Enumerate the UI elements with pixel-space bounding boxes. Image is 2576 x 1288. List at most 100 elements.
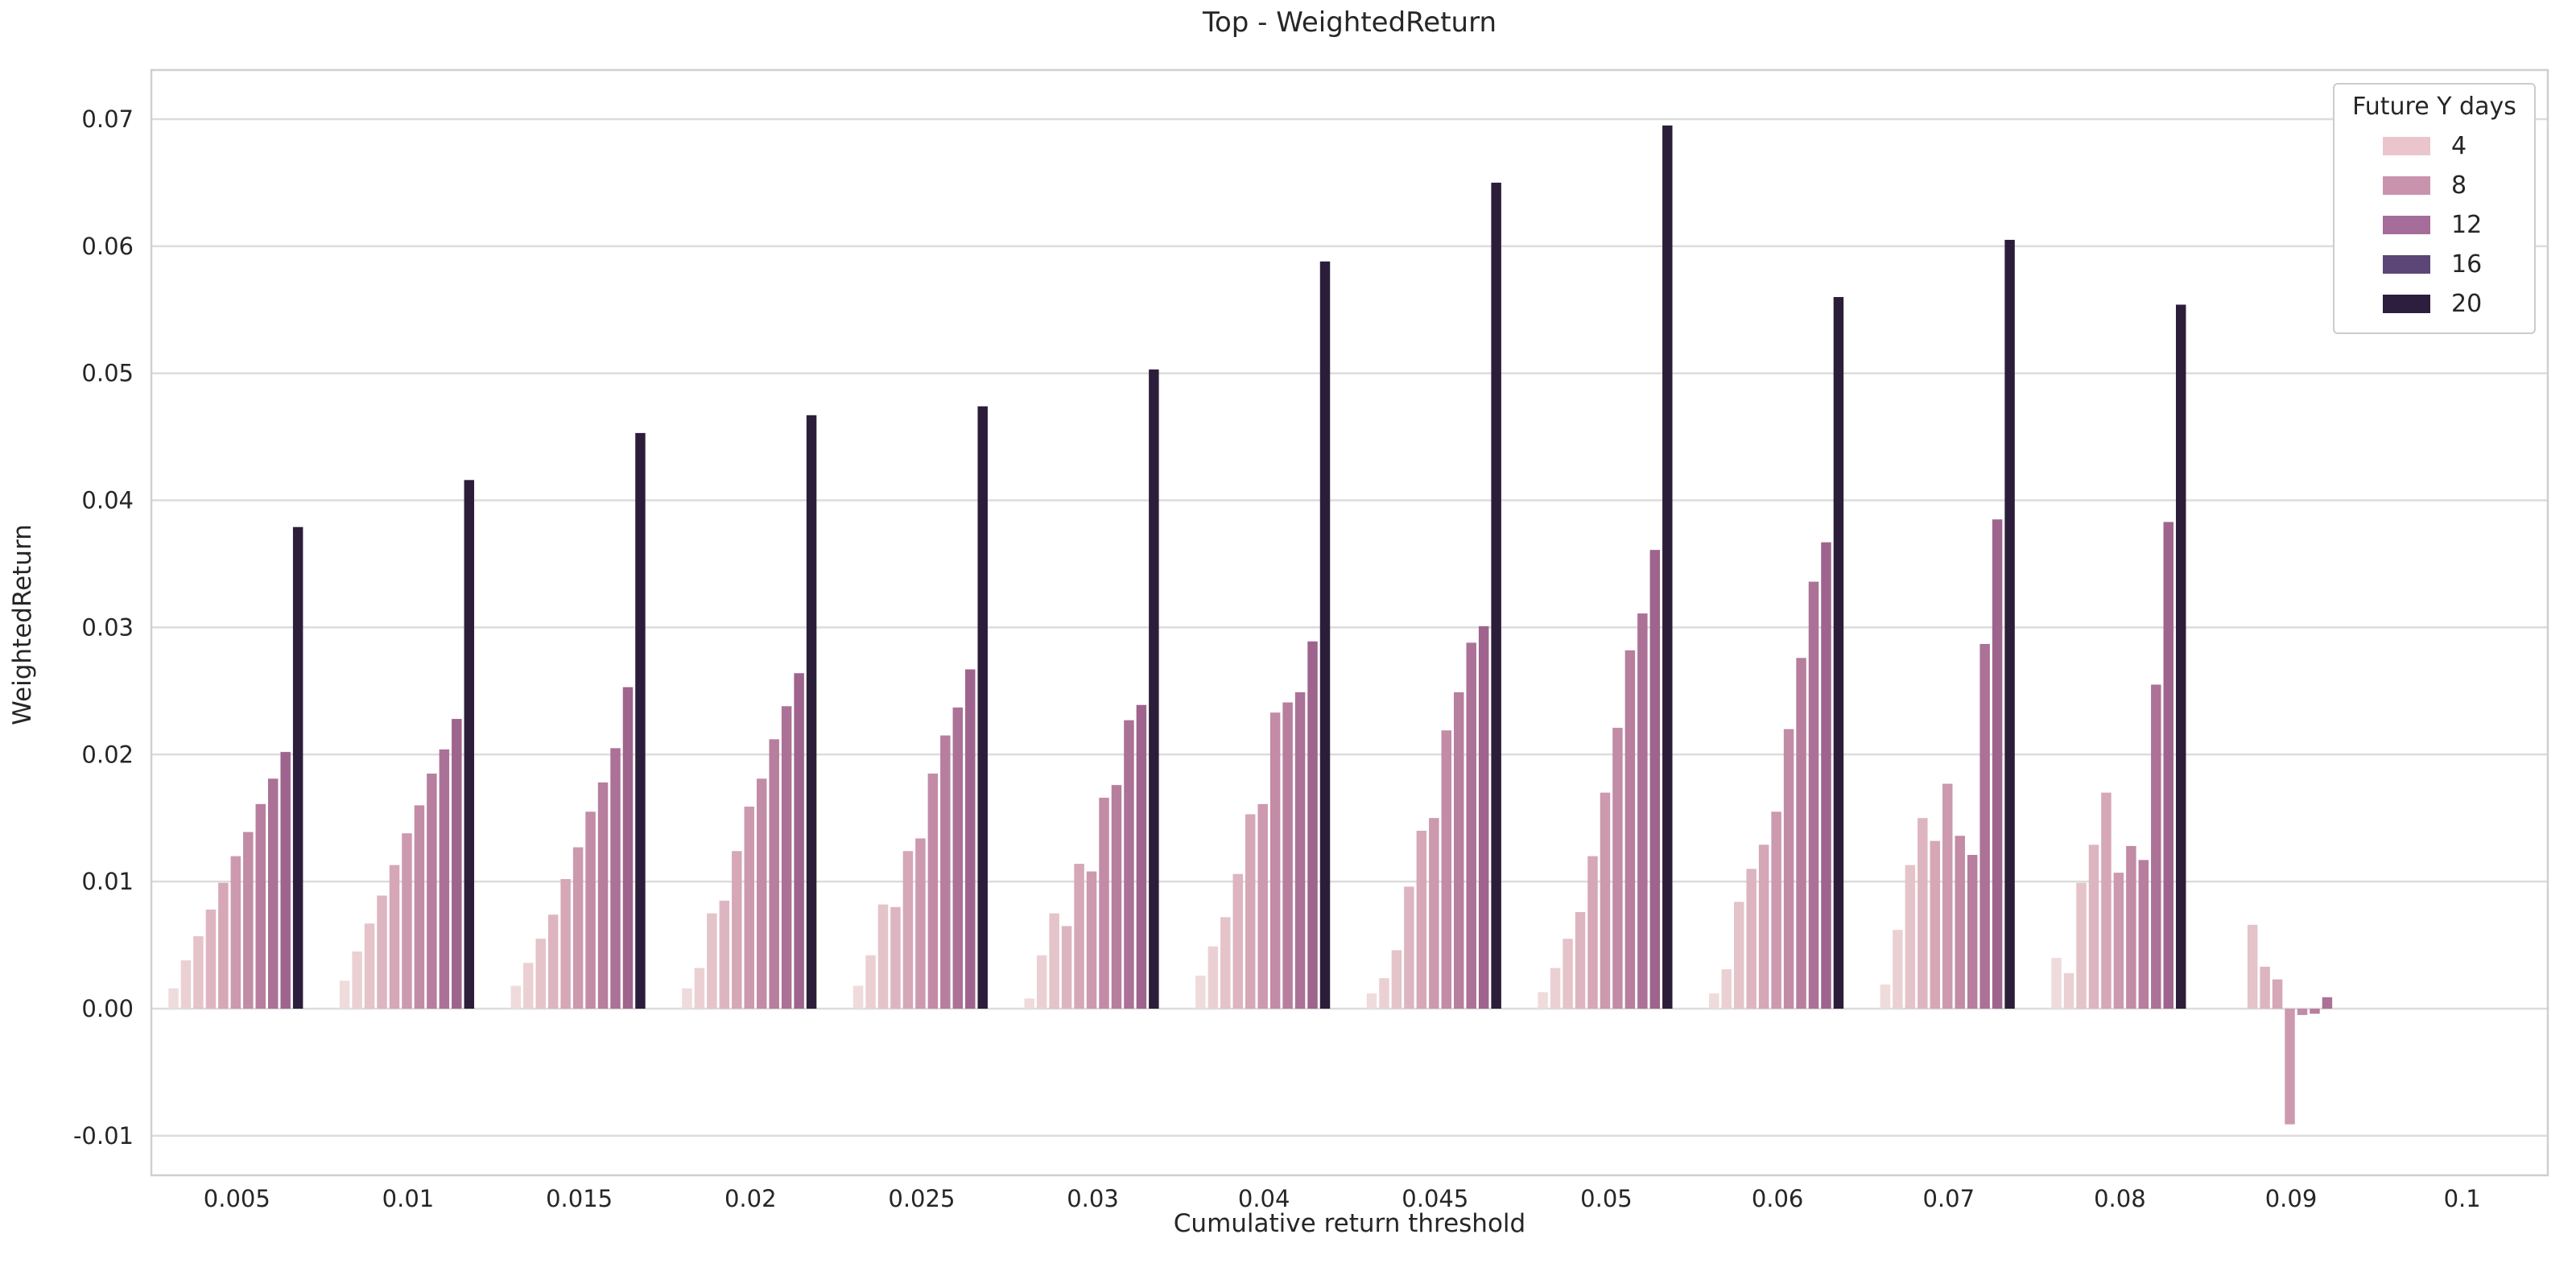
x-tick-label: 0.015	[546, 1185, 613, 1212]
bar	[719, 900, 730, 1009]
x-tick-label: 0.045	[1402, 1185, 1468, 1212]
bar	[865, 955, 876, 1009]
x-axis-label: Cumulative return threshold	[1173, 1209, 1526, 1238]
bar	[1955, 836, 1965, 1009]
bar	[1294, 691, 1306, 1009]
y-axis-label: WeightedReturn	[8, 524, 37, 725]
bar	[902, 851, 914, 1009]
bar	[2163, 522, 2174, 1009]
bar	[2285, 1009, 2295, 1125]
bar	[1429, 818, 1439, 1009]
legend-entry-label: 12	[2451, 211, 2483, 239]
bar	[781, 706, 792, 1009]
bar	[1061, 926, 1072, 1009]
bar	[1416, 830, 1427, 1009]
x-tick-label: 0.02	[724, 1185, 777, 1212]
bar	[1124, 720, 1134, 1009]
x-tick-label: 0.025	[888, 1185, 955, 1212]
bar	[439, 749, 450, 1009]
bar	[2247, 924, 2258, 1009]
legend-entry-label: 4	[2451, 132, 2467, 160]
axis-ticks: -0.01 0.00 0.01 0.02 0.03 0.04 0.05 0.06 0.07 0.0…	[73, 105, 2481, 1212]
bar	[1257, 803, 1268, 1009]
bar	[1721, 969, 1732, 1009]
bar	[1366, 993, 1377, 1009]
x-tick-label: 0.04	[1238, 1185, 1290, 1212]
bar	[2101, 792, 2112, 1009]
bar	[560, 878, 571, 1009]
legend-swatch	[2383, 137, 2430, 155]
bar	[389, 865, 400, 1009]
x-tick-label: 0.01	[382, 1185, 435, 1212]
bar	[2063, 972, 2074, 1009]
bar	[1880, 985, 1891, 1009]
bar	[402, 833, 412, 1009]
bar	[1746, 869, 1757, 1009]
bar	[180, 960, 192, 1009]
legend-entry: 16	[2334, 250, 2534, 279]
y-tick-label: 0.02	[81, 741, 134, 768]
x-tick-label: 0.07	[1922, 1185, 1975, 1212]
y-tick-label: 0.06	[81, 233, 134, 260]
bar	[2088, 844, 2099, 1009]
bar	[1796, 658, 1806, 1009]
chart-title: Top - WeightedReturn	[1202, 6, 1497, 39]
bar	[193, 936, 204, 1009]
bar	[585, 811, 596, 1009]
bar	[635, 432, 646, 1009]
legend-entry: 4	[2334, 132, 2534, 160]
axes-frame	[150, 68, 2549, 1177]
bar	[915, 838, 926, 1009]
bar	[744, 807, 754, 1009]
legend-entry-label: 16	[2451, 250, 2483, 279]
bar	[1036, 955, 1047, 1009]
bar	[1466, 642, 1476, 1009]
bar	[1441, 730, 1452, 1009]
bar	[255, 803, 266, 1009]
bar	[2076, 882, 2087, 1009]
bar	[1624, 650, 1636, 1009]
bar	[1024, 998, 1034, 1009]
bar	[510, 985, 522, 1009]
legend-entry-label: 8	[2451, 171, 2467, 200]
legend-title: Future Y days	[2352, 93, 2516, 121]
bar	[2113, 873, 2124, 1009]
bar	[2138, 860, 2149, 1009]
y-tick-label: 0.00	[81, 995, 134, 1022]
bar	[523, 963, 534, 1009]
bar	[1979, 643, 1990, 1009]
bar	[622, 687, 634, 1009]
bar	[364, 923, 375, 1009]
bar	[1220, 917, 1231, 1009]
bar	[1893, 930, 1903, 1009]
bar	[2322, 997, 2333, 1009]
bar	[1282, 702, 1293, 1009]
bar	[1563, 939, 1573, 1009]
bar	[1905, 865, 1916, 1009]
bar	[1575, 912, 1586, 1009]
bar	[1637, 613, 1648, 1009]
bar	[682, 988, 692, 1009]
bar	[1538, 992, 1548, 1009]
bar	[1478, 625, 1489, 1009]
bar	[452, 719, 462, 1009]
bar	[877, 904, 889, 1009]
bar	[1245, 814, 1256, 1009]
bar	[1379, 978, 1389, 1009]
bar	[414, 805, 425, 1009]
bar	[694, 968, 705, 1009]
bar	[218, 882, 229, 1009]
y-tick-label: 0.05	[81, 360, 134, 387]
bar	[1111, 785, 1122, 1009]
x-tick-label: 0.03	[1067, 1185, 1119, 1212]
bar	[1391, 950, 1402, 1009]
legend-entry: 8	[2334, 171, 2534, 200]
bar	[1454, 691, 1464, 1009]
bar	[1833, 296, 1844, 1009]
bar	[1099, 797, 1109, 1009]
bar	[2051, 957, 2062, 1009]
bar	[1195, 975, 1206, 1009]
y-tick-label: -0.01	[73, 1122, 134, 1150]
bar	[1662, 125, 1673, 1009]
bar	[2297, 1009, 2308, 1015]
